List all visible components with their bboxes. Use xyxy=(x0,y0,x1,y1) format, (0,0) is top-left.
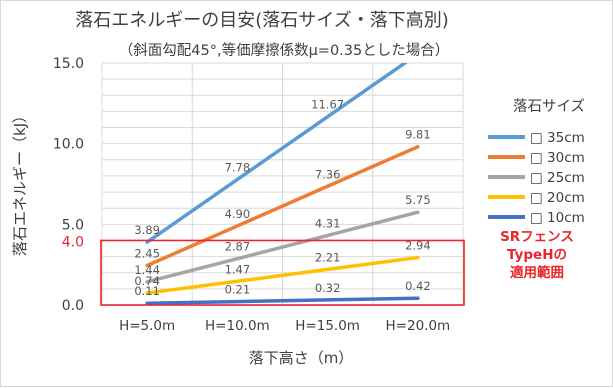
legend-label: □ 30cm xyxy=(530,150,585,166)
legend: □ 35cm □ 30cm □ 25cm □ 20cm □ 10cm xyxy=(488,130,585,226)
data-label: 2.45 xyxy=(134,246,160,260)
x-axis-label: 落下高さ（m） xyxy=(249,349,354,367)
series-line xyxy=(145,63,408,244)
x-tick-label: H=10.0m xyxy=(205,318,270,334)
data-label: 0.11 xyxy=(134,284,160,298)
grid-layer: 0.0 5.0 10.0 15.0 H=5.0m H=10.0m H=15.0m H=20.0… xyxy=(53,56,464,334)
chart-subtitle: （斜面勾配45°,等価摩擦係数μ=0.35とした場合） xyxy=(119,41,449,59)
series-line xyxy=(145,144,420,268)
threshold-label: 4.0 xyxy=(62,234,84,250)
data-label: 0.74 xyxy=(134,274,160,288)
x-tick-label: H=15.0m xyxy=(295,318,360,334)
applicability-box xyxy=(100,239,465,306)
x-tick-label: H=20.0m xyxy=(386,318,451,334)
data-label: 4.31 xyxy=(315,216,341,230)
series-line xyxy=(145,255,420,295)
y-tick-label: 15.0 xyxy=(53,56,84,72)
series-layer xyxy=(145,63,420,305)
data-label: 5.75 xyxy=(405,193,431,207)
data-label: 4.90 xyxy=(225,207,251,221)
data-label: 1.47 xyxy=(225,262,251,276)
data-label-layer: 3.89 7.78 11.67 2.45 4.90 7.36 9.81 1.44 2.87 4.3… xyxy=(134,98,430,299)
data-label: 2.94 xyxy=(405,239,431,253)
y-axis-label: 落石エネルギー（kJ） xyxy=(11,108,29,256)
note-line: TypeHの xyxy=(507,247,567,263)
data-label: 7.36 xyxy=(315,167,341,181)
note-line: SRフェンス xyxy=(500,229,574,245)
data-label: 11.67 xyxy=(311,98,344,112)
data-label: 2.87 xyxy=(225,240,251,254)
legend-label: □ 10cm xyxy=(530,210,585,226)
y-tick-label: 10.0 xyxy=(53,137,84,153)
data-label: 0.21 xyxy=(225,283,251,297)
data-label: 9.81 xyxy=(405,128,431,142)
data-label: 0.32 xyxy=(315,281,341,295)
x-tick-label: H=5.0m xyxy=(119,318,175,334)
legend-label: □ 35cm xyxy=(530,130,585,146)
y-tick-label: 0.0 xyxy=(62,298,84,314)
data-label: 3.89 xyxy=(134,223,160,237)
legend-label: □ 20cm xyxy=(530,190,585,206)
chart-title: 落石エネルギーの目安(落石サイズ・落下高別) xyxy=(75,10,449,31)
data-label: 0.42 xyxy=(405,279,431,293)
data-label: 2.21 xyxy=(315,250,341,264)
data-label: 1.44 xyxy=(134,263,160,277)
legend-label: □ 25cm xyxy=(530,170,585,186)
note-line: 適用範囲 xyxy=(510,264,564,281)
series-line xyxy=(145,210,420,284)
data-label: 7.78 xyxy=(225,160,251,174)
legend-title: 落石サイズ xyxy=(513,98,585,115)
series-line xyxy=(145,296,420,305)
y-tick-label: 5.0 xyxy=(62,217,84,233)
threshold-layer: 4.0 xyxy=(62,234,465,306)
